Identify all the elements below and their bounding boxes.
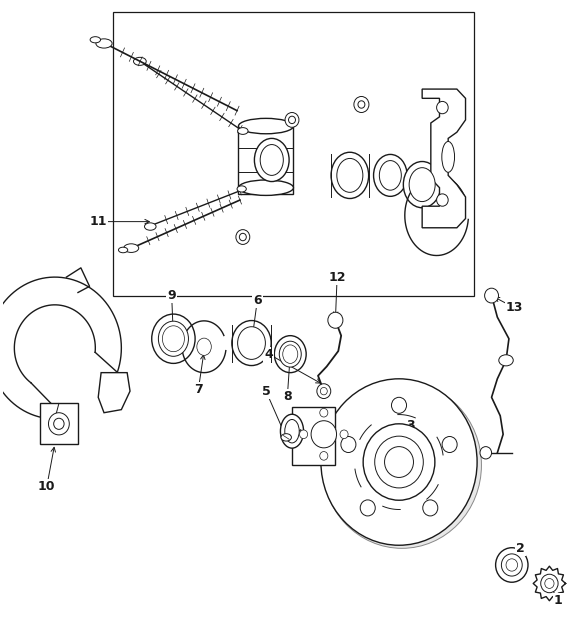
Ellipse shape: [283, 345, 298, 363]
Ellipse shape: [442, 141, 454, 172]
Circle shape: [358, 101, 365, 108]
Circle shape: [236, 230, 250, 244]
Text: 9: 9: [168, 289, 176, 302]
Ellipse shape: [280, 414, 304, 448]
Circle shape: [341, 437, 356, 453]
Circle shape: [340, 430, 348, 439]
Circle shape: [48, 413, 69, 435]
Circle shape: [375, 436, 423, 488]
Ellipse shape: [281, 434, 291, 441]
Text: 7: 7: [194, 383, 203, 396]
Circle shape: [541, 574, 558, 593]
Text: 3: 3: [406, 419, 415, 432]
Circle shape: [506, 559, 517, 571]
Ellipse shape: [499, 355, 513, 366]
Ellipse shape: [237, 186, 246, 192]
Circle shape: [423, 500, 438, 516]
Text: 8: 8: [283, 389, 291, 402]
Ellipse shape: [274, 336, 306, 373]
Circle shape: [320, 409, 328, 417]
Circle shape: [480, 447, 492, 459]
Ellipse shape: [238, 327, 265, 360]
Ellipse shape: [380, 160, 401, 190]
Ellipse shape: [144, 223, 156, 230]
Ellipse shape: [232, 320, 271, 366]
Circle shape: [360, 500, 376, 516]
Text: 6: 6: [253, 294, 262, 307]
Text: 5: 5: [262, 384, 270, 397]
Ellipse shape: [96, 39, 112, 48]
Ellipse shape: [238, 128, 248, 134]
Circle shape: [311, 420, 336, 448]
Circle shape: [54, 418, 64, 429]
Ellipse shape: [255, 139, 289, 182]
Ellipse shape: [374, 154, 407, 197]
Polygon shape: [98, 373, 130, 413]
Text: 10: 10: [38, 480, 55, 493]
Bar: [238, 126, 293, 194]
Circle shape: [391, 397, 406, 414]
Circle shape: [317, 384, 331, 399]
Circle shape: [485, 288, 499, 303]
Circle shape: [496, 548, 528, 582]
Ellipse shape: [90, 37, 100, 43]
Ellipse shape: [238, 180, 293, 195]
Ellipse shape: [322, 382, 481, 549]
Ellipse shape: [279, 341, 301, 367]
Bar: [113, 12, 474, 295]
Ellipse shape: [409, 168, 435, 202]
Ellipse shape: [238, 118, 293, 134]
Circle shape: [285, 113, 299, 128]
Ellipse shape: [152, 314, 195, 363]
Ellipse shape: [285, 419, 299, 443]
Circle shape: [384, 447, 413, 478]
Text: 13: 13: [506, 302, 523, 314]
Text: 1: 1: [554, 594, 562, 607]
Ellipse shape: [404, 162, 441, 208]
Text: 11: 11: [89, 215, 107, 228]
Ellipse shape: [119, 247, 128, 253]
Ellipse shape: [134, 57, 146, 65]
Ellipse shape: [260, 144, 283, 175]
Circle shape: [437, 101, 448, 114]
Ellipse shape: [158, 321, 189, 356]
Ellipse shape: [124, 244, 139, 253]
Ellipse shape: [337, 159, 363, 192]
Text: 12: 12: [328, 271, 346, 284]
Bar: [40, 404, 78, 443]
Ellipse shape: [331, 152, 369, 198]
Circle shape: [321, 388, 327, 395]
Circle shape: [442, 437, 457, 453]
Circle shape: [288, 116, 296, 124]
Circle shape: [545, 578, 554, 588]
Circle shape: [320, 452, 328, 460]
Polygon shape: [422, 89, 465, 228]
Circle shape: [354, 96, 369, 113]
Circle shape: [363, 424, 435, 500]
Ellipse shape: [197, 338, 211, 355]
Circle shape: [502, 554, 522, 576]
Circle shape: [321, 379, 477, 545]
Circle shape: [300, 430, 308, 439]
Ellipse shape: [162, 326, 185, 351]
Text: 4: 4: [265, 348, 273, 361]
Circle shape: [328, 312, 343, 328]
Circle shape: [239, 233, 246, 241]
Text: 2: 2: [516, 542, 525, 555]
Circle shape: [437, 194, 448, 207]
Bar: [292, 407, 335, 465]
